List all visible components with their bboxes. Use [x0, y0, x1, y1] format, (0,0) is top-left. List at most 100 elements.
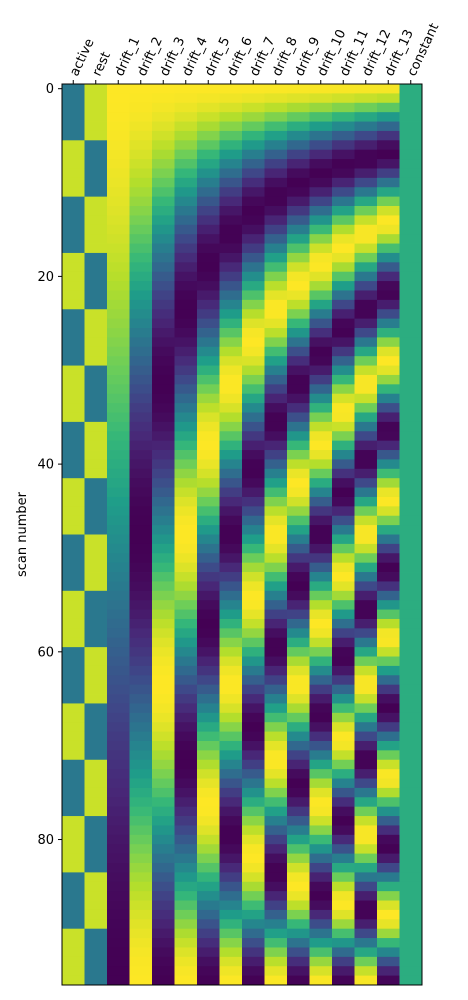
- heatmap-cell-drift_6-66: [219, 703, 243, 714]
- heatmap-cell-drift_7-71: [242, 750, 265, 761]
- heatmap-cell-drift_8-7: [264, 149, 288, 160]
- heatmap-cell-drift_6-89: [219, 919, 243, 930]
- heatmap-cell-drift_3-69: [152, 731, 175, 742]
- heatmap-cell-drift_10-81: [309, 844, 333, 855]
- heatmap-cell-drift_8-61: [264, 656, 288, 667]
- heatmap-cell-drift_7-85: [242, 881, 265, 892]
- heatmap-cell-drift_12-93: [354, 956, 378, 967]
- heatmap-cell-active-16: [62, 234, 85, 244]
- heatmap-cell-drift_9-35: [287, 412, 310, 423]
- heatmap-cell-drift_13-15: [377, 224, 400, 235]
- heatmap-cell-constant-91: [399, 938, 423, 948]
- heatmap-cell-drift_6-70: [219, 740, 243, 751]
- heatmap-cell-drift_3-90: [152, 928, 175, 939]
- heatmap-cell-rest-19: [84, 262, 108, 273]
- heatmap-cell-rest-9: [84, 168, 108, 179]
- heatmap-cell-drift_13-33: [377, 393, 400, 404]
- heatmap-cell-constant-82: [399, 853, 423, 864]
- heatmap-cell-drift_4-77: [174, 806, 198, 817]
- heatmap-cell-drift_2-27: [129, 337, 153, 348]
- heatmap-cell-drift_1-64: [107, 684, 130, 695]
- heatmap-cell-drift_11-92: [332, 947, 355, 958]
- heatmap-cell-drift_4-5: [174, 130, 198, 141]
- heatmap-cell-constant-10: [399, 177, 423, 188]
- heatmap-cell-drift_12-56: [354, 609, 378, 620]
- heatmap-cell-active-32: [62, 384, 85, 395]
- heatmap-cell-drift_11-3: [332, 112, 355, 122]
- heatmap-cell-drift_13-1: [377, 93, 400, 104]
- heatmap-cell-drift_12-3: [354, 112, 378, 122]
- heatmap-cell-drift_12-71: [354, 750, 378, 761]
- heatmap-cell-drift_3-43: [152, 487, 175, 498]
- heatmap-cell-drift_12-45: [354, 506, 378, 517]
- heatmap-cell-drift_10-1: [309, 93, 333, 104]
- heatmap-cell-drift_2-89: [129, 919, 153, 930]
- heatmap-cell-rest-58: [84, 628, 108, 639]
- heatmap-cell-drift_12-32: [354, 384, 378, 395]
- heatmap-cell-rest-13: [84, 206, 108, 216]
- heatmap-cell-drift_8-6: [264, 140, 288, 151]
- heatmap-cell-constant-14: [399, 215, 423, 226]
- heatmap-cell-drift_5-45: [197, 506, 220, 517]
- heatmap-cell-active-18: [62, 252, 85, 263]
- heatmap-cell-drift_12-41: [354, 468, 378, 479]
- heatmap-cell-drift_4-38: [174, 440, 198, 451]
- heatmap-cell-active-41: [62, 468, 85, 479]
- heatmap-cell-drift_8-57: [264, 618, 288, 629]
- x-tick-label-constant: constant: [405, 21, 442, 79]
- heatmap-cell-drift_8-5: [264, 130, 288, 141]
- heatmap-cell-active-37: [62, 431, 85, 442]
- heatmap-cell-drift_6-91: [219, 938, 243, 948]
- heatmap-cell-drift_3-80: [152, 834, 175, 845]
- heatmap-cell-drift_11-86: [332, 891, 355, 901]
- heatmap-cell-drift_9-41: [287, 468, 310, 479]
- heatmap-cell-drift_6-57: [219, 618, 243, 629]
- heatmap-cell-drift_2-23: [129, 299, 153, 310]
- heatmap-cell-drift_12-66: [354, 703, 378, 714]
- heatmap-cell-drift_12-51: [354, 562, 378, 573]
- heatmap-cell-drift_3-85: [152, 881, 175, 892]
- heatmap-cell-drift_7-91: [242, 938, 265, 948]
- heatmap-cell-drift_8-24: [264, 309, 288, 320]
- heatmap-cell-drift_9-45: [287, 506, 310, 517]
- heatmap-cell-drift_8-79: [264, 825, 288, 836]
- heatmap-cell-drift_4-93: [174, 956, 198, 967]
- heatmap-cell-active-1: [62, 93, 85, 104]
- heatmap-cell-active-7: [62, 149, 85, 160]
- heatmap-cell-active-47: [62, 525, 85, 535]
- heatmap-cell-drift_4-87: [174, 900, 198, 911]
- heatmap-cell-drift_3-13: [152, 206, 175, 216]
- heatmap-cell-constant-48: [399, 534, 423, 545]
- heatmap-cell-drift_7-39: [242, 450, 265, 460]
- heatmap-cell-drift_3-66: [152, 703, 175, 714]
- heatmap-cell-constant-43: [399, 487, 423, 498]
- heatmap-cell-drift_12-25: [354, 318, 378, 329]
- heatmap-cell-drift_12-65: [354, 694, 378, 704]
- heatmap-cell-active-0: [62, 84, 85, 94]
- heatmap-cell-rest-56: [84, 609, 108, 620]
- heatmap-cell-drift_4-18: [174, 252, 198, 263]
- heatmap-cell-drift_13-31: [377, 374, 400, 385]
- heatmap-cell-drift_6-0: [219, 84, 243, 94]
- heatmap-cell-constant-18: [399, 252, 423, 263]
- heatmap-cell-drift_8-68: [264, 722, 288, 732]
- heatmap-cell-drift_6-95: [219, 975, 243, 986]
- heatmap-cell-drift_3-59: [152, 637, 175, 648]
- heatmap-cell-drift_4-31: [174, 374, 198, 385]
- heatmap-cell-drift_10-47: [309, 525, 333, 535]
- heatmap-cell-constant-65: [399, 694, 423, 704]
- heatmap-cell-rest-55: [84, 600, 108, 610]
- heatmap-cell-drift_11-31: [332, 374, 355, 385]
- heatmap-cell-drift_5-28: [197, 346, 220, 357]
- heatmap-cell-drift_1-82: [107, 853, 130, 864]
- heatmap-cell-drift_3-91: [152, 938, 175, 948]
- heatmap-cell-drift_8-48: [264, 534, 288, 545]
- heatmap-cell-drift_10-74: [309, 778, 333, 789]
- heatmap-cell-drift_8-29: [264, 356, 288, 366]
- heatmap-cell-drift_6-90: [219, 928, 243, 939]
- heatmap-cell-drift_5-16: [197, 234, 220, 244]
- heatmap-cell-drift_6-69: [219, 731, 243, 742]
- heatmap-cell-drift_6-52: [219, 572, 243, 582]
- heatmap-cell-constant-93: [399, 956, 423, 967]
- heatmap-cell-drift_10-63: [309, 675, 333, 686]
